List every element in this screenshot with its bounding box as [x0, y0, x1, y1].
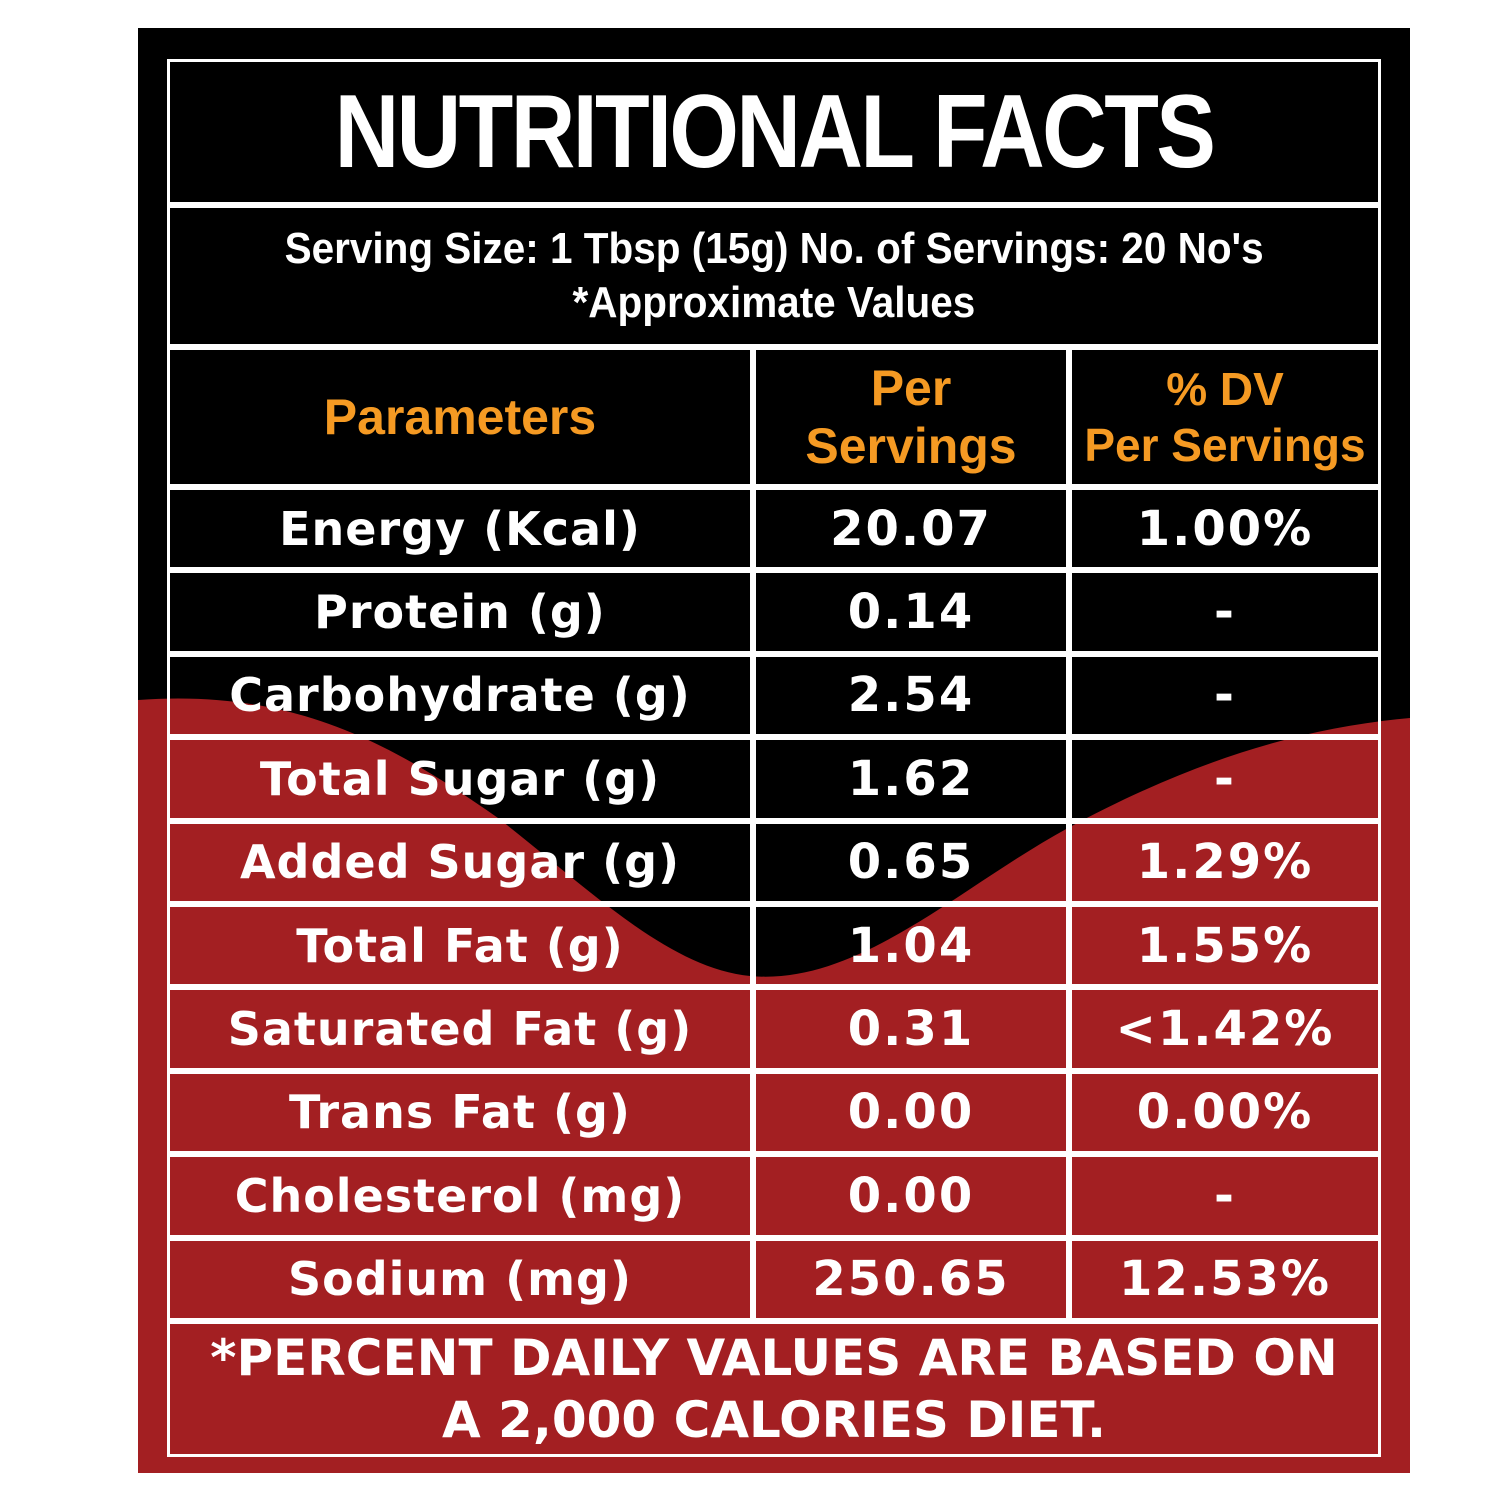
per-serving-cell: 0.14	[847, 584, 975, 641]
parameter-cell: Saturated Fat (g)	[227, 1002, 693, 1057]
nutrition-label: NUTRITIONAL FACTS Serving Size: 1 Tbsp (…	[138, 28, 1410, 1473]
header-per-text: Per	[870, 360, 952, 416]
row-divider	[170, 817, 1378, 824]
dv-cell: 1.29%	[1136, 834, 1314, 891]
per-serving-cell: 0.65	[847, 834, 975, 891]
dv-cell: -	[1214, 584, 1236, 641]
label-title: NUTRITIONAL FACTS	[334, 73, 1216, 190]
footnote-line-2: A 2,000 CALORIES DIET.	[441, 1391, 1107, 1449]
parameter-cell: Cholesterol (mg)	[234, 1168, 686, 1223]
header-dv-text: % DV	[1166, 363, 1284, 415]
parameter-cell: Energy (Kcal)	[279, 501, 641, 556]
footnote-line-1: *PERCENT DAILY VALUES ARE BASED ON	[210, 1329, 1338, 1387]
serving-info: Serving Size: 1 Tbsp (15g) No. of Servin…	[170, 208, 1378, 344]
parameter-cell: Trans Fat (g)	[289, 1085, 631, 1140]
parameter-cell: Total Sugar (g)	[259, 751, 661, 806]
per-serving-cell: 20.07	[830, 500, 992, 557]
per-serving-cell: 2.54	[847, 667, 975, 724]
divider	[170, 344, 1378, 350]
row-divider	[170, 650, 1378, 657]
row-divider	[170, 984, 1378, 991]
row-divider	[170, 734, 1378, 741]
header-servings-text: Servings	[805, 418, 1017, 474]
per-serving-cell: 0.31	[847, 1001, 975, 1058]
header-dv-per-servings-text: Per Servings	[1084, 419, 1366, 471]
row-divider	[170, 567, 1378, 574]
parameter-cell: Sodium (mg)	[287, 1252, 633, 1307]
table-frame: NUTRITIONAL FACTS Serving Size: 1 Tbsp (…	[167, 59, 1381, 1457]
row-divider	[170, 901, 1378, 907]
dv-cell: 1.00%	[1136, 500, 1314, 557]
dv-cell: 0.00%	[1136, 1084, 1314, 1141]
parameter-cell: Protein (g)	[314, 585, 606, 640]
parameter-cell: Added Sugar (g)	[239, 835, 681, 890]
row-divider	[170, 1151, 1378, 1158]
dv-cell: 12.53%	[1119, 1251, 1331, 1308]
per-serving-cell: 250.65	[812, 1251, 1010, 1308]
footnote: *PERCENT DAILY VALUES ARE BASED ON A 2,0…	[170, 1324, 1378, 1454]
divider	[170, 484, 1378, 490]
header-parameters-text: Parameters	[323, 389, 597, 445]
divider	[170, 202, 1378, 208]
dv-cell: 1.55%	[1136, 917, 1314, 974]
row-divider	[170, 1067, 1378, 1074]
header-dv: % DV Per Servings	[1072, 350, 1378, 484]
row-divider	[170, 1234, 1378, 1241]
approximate-values-text: *Approximate Values	[572, 278, 976, 327]
column-divider	[750, 344, 756, 1318]
red-wave-background	[138, 698, 1410, 1473]
header-per-servings: Per Servings	[756, 350, 1066, 484]
serving-size-text: Serving Size: 1 Tbsp (15g) No. of Servin…	[284, 224, 1264, 273]
per-serving-cell: 1.04	[847, 917, 975, 974]
per-serving-cell: 1.62	[847, 750, 975, 807]
dv-cell: -	[1214, 1167, 1236, 1224]
row-divider	[170, 1318, 1378, 1324]
dv-cell: -	[1214, 750, 1236, 807]
column-divider	[1066, 344, 1072, 1318]
per-serving-cell: 0.00	[847, 1084, 975, 1141]
dv-cell: <1.42%	[1115, 1001, 1335, 1058]
parameter-cell: Carbohydrate (g)	[229, 668, 691, 723]
header-parameters: Parameters	[170, 350, 750, 484]
dv-cell: -	[1214, 667, 1236, 724]
per-serving-cell: 0.00	[847, 1167, 975, 1224]
parameter-cell: Total Fat (g)	[296, 918, 624, 973]
